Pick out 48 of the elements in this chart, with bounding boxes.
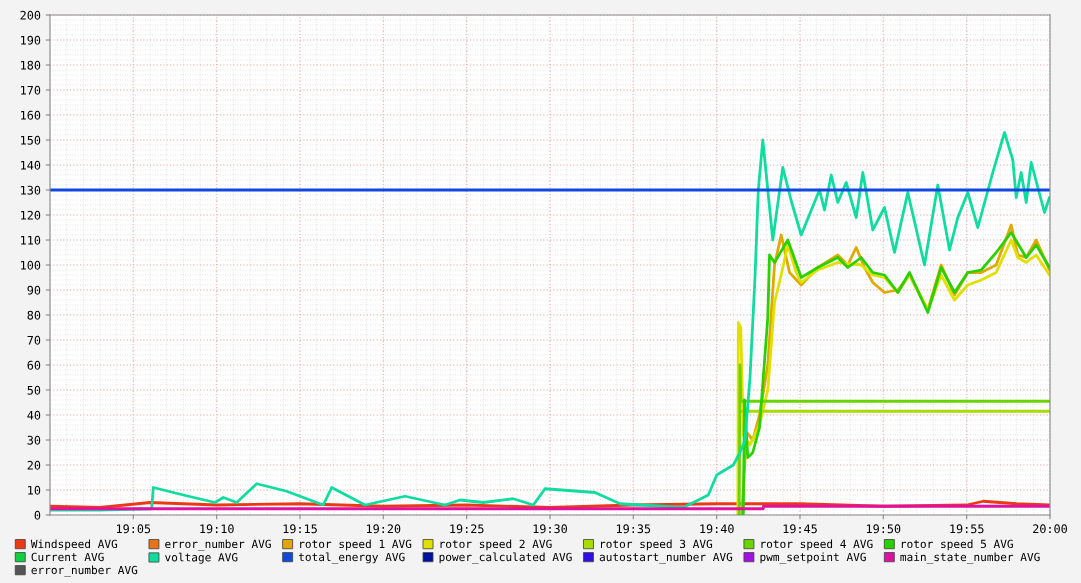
legend-label: total_energy AVG <box>298 552 405 564</box>
y-tick-label: 0 <box>34 510 41 520</box>
x-tick-label: 19:05 <box>116 524 151 534</box>
legend-label: pwm_setpoint AVG <box>760 552 866 564</box>
legend-label: voltage AVG <box>165 552 238 564</box>
legend-label: rotor speed 3 AVG <box>601 539 713 551</box>
legend-label: main_state_number AVG <box>900 552 1040 564</box>
x-tick-label: 19:20 <box>366 524 401 534</box>
y-tick-label: 60 <box>27 360 41 370</box>
y-tick-label: 200 <box>20 10 41 20</box>
legend-label: rotor speed 4 AVG <box>761 539 873 551</box>
legend-label: autostart_number AVG <box>599 552 733 564</box>
y-tick-label: 70 <box>27 335 41 345</box>
y-tick-label: 150 <box>21 135 41 145</box>
x-tick-label: 19:30 <box>533 524 567 534</box>
y-tick-label: 50 <box>27 385 41 395</box>
y-tick-label: 110 <box>21 235 41 245</box>
y-tick-label: 80 <box>27 310 41 320</box>
y-tick-label: 30 <box>27 435 41 445</box>
legend-label: rotor speed 5 AVG <box>901 539 1013 551</box>
y-tick-label: 190 <box>21 35 41 45</box>
y-tick-label: 160 <box>21 110 41 120</box>
y-tick-label: 170 <box>21 85 41 95</box>
y-tick-label: 130 <box>21 185 41 195</box>
legend-label: Current AVG <box>31 552 104 562</box>
y-tick-label: 10 <box>28 485 41 495</box>
x-tick-label: 19:25 <box>450 524 484 534</box>
x-tick-label: 19:45 <box>783 524 817 534</box>
legend-label: rotor speed 1 AVG <box>300 539 412 551</box>
y-tick-label: 40 <box>27 410 41 420</box>
x-tick-label: 19:15 <box>283 524 317 534</box>
legend-label: rotor speed 2 AVG <box>440 539 552 551</box>
x-tick-label: 19:40 <box>700 524 734 534</box>
legend-label: Windspeed AVG <box>30 539 118 551</box>
y-tick-label: 100 <box>21 260 41 270</box>
legend-label: error_number AVG <box>165 539 271 551</box>
x-tick-label: 20:00 <box>1033 524 1067 534</box>
y-tick-label: 120 <box>21 210 41 220</box>
x-tick-label: 19:50 <box>866 524 901 534</box>
x-tick-label: 19:10 <box>200 524 234 534</box>
legend-label: error_number AVG <box>31 565 138 577</box>
y-tick-label: 20 <box>27 460 41 470</box>
y-tick-label: 140 <box>21 160 41 170</box>
legend-label: power_calculated AVG <box>439 552 572 564</box>
y-tick-label: 180 <box>21 60 41 70</box>
y-tick-label: 90 <box>27 285 41 295</box>
x-tick-label: 19:35 <box>616 524 651 534</box>
x-tick-label: 19:55 <box>950 524 984 534</box>
